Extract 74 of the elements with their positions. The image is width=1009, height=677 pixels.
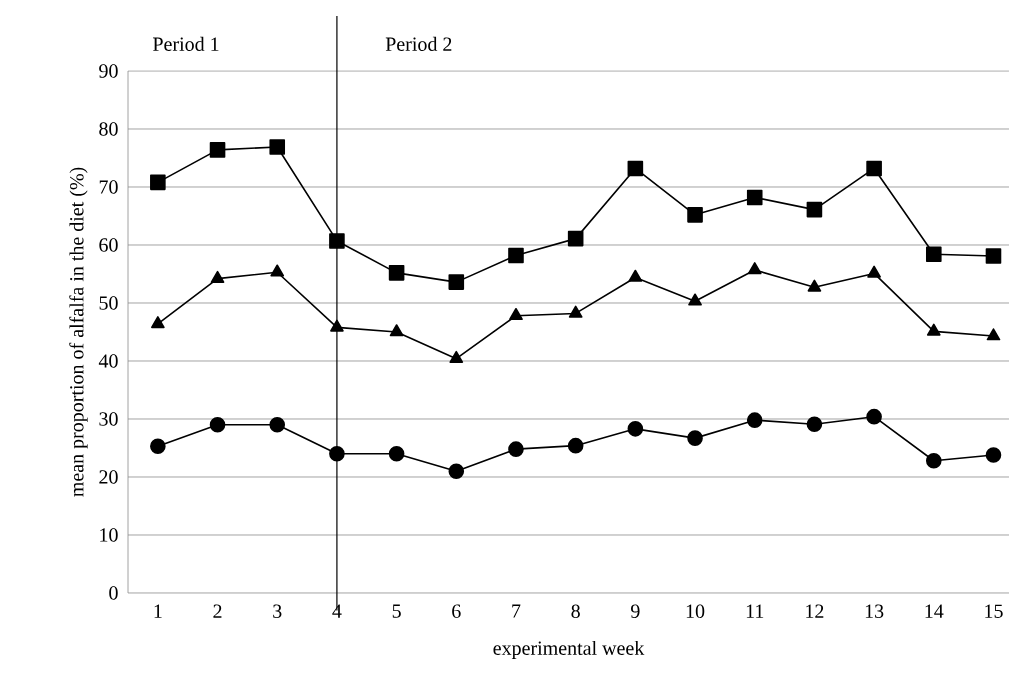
point [389, 324, 404, 337]
point [806, 201, 823, 218]
y-tick-label: 60 [99, 238, 118, 252]
point [269, 139, 286, 155]
x-tick-label: 4 [332, 604, 342, 618]
point [448, 463, 465, 479]
point [627, 160, 644, 177]
x-axis-title: experimental week [493, 640, 645, 660]
point [150, 438, 166, 455]
point [568, 305, 583, 318]
text: Period 2 [385, 36, 452, 51]
x-tick-label: 13 [865, 604, 884, 618]
x-tick-label: 1 [154, 604, 162, 618]
point [688, 293, 702, 306]
y-tick-label: 50 [99, 296, 118, 310]
point [150, 174, 166, 191]
point [986, 328, 1001, 341]
point [806, 416, 823, 433]
point [330, 319, 344, 332]
y-tick-label: 20 [99, 470, 118, 484]
y-tick-label: 80 [99, 122, 118, 136]
point [867, 265, 881, 278]
point [209, 416, 226, 433]
point [509, 307, 523, 321]
point [807, 279, 822, 292]
point [388, 445, 405, 462]
point [687, 207, 703, 223]
point [746, 412, 763, 428]
x-tick-label: 2 [213, 604, 222, 618]
y-axis-title: mean proportion of alfalfa in the diet (%) [69, 167, 88, 497]
x-tick-label: 5 [392, 604, 401, 618]
point [508, 247, 524, 264]
point [627, 421, 644, 437]
x-tick-label: 8 [571, 604, 580, 619]
y-tick-label: 30 [99, 412, 118, 426]
point [329, 233, 345, 249]
point [567, 230, 584, 247]
x-tick-label: 10 [686, 604, 705, 619]
text: Period 1 [153, 36, 219, 51]
point [985, 447, 1002, 463]
point [269, 416, 286, 433]
point [926, 323, 941, 336]
point [567, 437, 584, 454]
point [985, 248, 1002, 264]
x-tick-label: 15 [985, 604, 1003, 618]
point [628, 269, 643, 282]
x-tick-label: 7 [512, 604, 521, 618]
point [747, 262, 762, 275]
point [270, 264, 285, 277]
point [687, 430, 703, 446]
point [150, 316, 165, 329]
point [508, 441, 524, 457]
point [925, 246, 942, 263]
point [746, 189, 763, 206]
point [209, 142, 226, 158]
point [388, 265, 405, 281]
y-tick-label: 0 [109, 586, 118, 600]
point [329, 445, 345, 462]
y-tick-label: 40 [98, 354, 118, 368]
point [866, 160, 882, 177]
x-tick-label: 9 [631, 604, 640, 618]
x-tick-label: 3 [273, 604, 282, 618]
x-tick-label: 11 [746, 604, 764, 618]
point [210, 270, 225, 283]
x-tick-label: 6 [452, 604, 461, 618]
point [866, 408, 882, 425]
point [448, 274, 465, 290]
y-tick-label: 90 [99, 64, 118, 78]
y-tick-label: 10 [100, 528, 118, 542]
point [449, 350, 464, 363]
y-tick-label: 70 [99, 180, 118, 194]
x-tick-label: 12 [806, 604, 824, 618]
x-tick-label: 14 [925, 604, 944, 618]
point [925, 452, 942, 469]
